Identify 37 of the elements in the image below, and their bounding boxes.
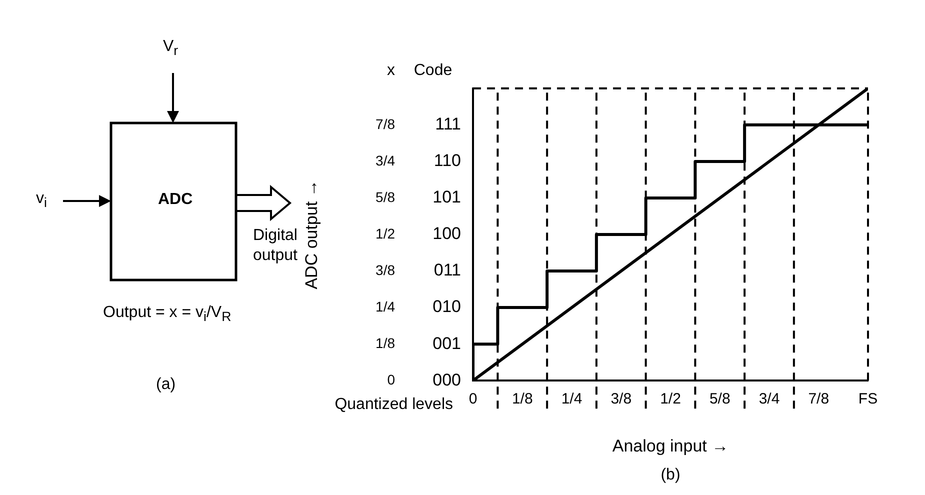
y-tick-label: 1/2 (376, 225, 396, 242)
x-axis-title: Analog input → (612, 436, 729, 456)
text: Output = x = v$_{i}$/V$_{R}$ (103, 304, 232, 324)
text: 000 (432, 370, 461, 390)
y-tick-label: 0 (387, 371, 396, 388)
x-tick-label: 1/8 (512, 390, 533, 408)
text: ADC (158, 191, 193, 209)
text: Code (414, 62, 452, 79)
text: V$_{r}$ (163, 38, 178, 58)
x-tick-label: 7/8 (808, 390, 830, 408)
y-tick-label: 3/8 (376, 262, 396, 278)
text: (b) (660, 466, 680, 484)
text: v$_{i}$ (36, 190, 47, 210)
x-tick-label: 3/8 (610, 390, 632, 408)
y-tick-label: 7/8 (376, 116, 396, 132)
x-tick-label: 0 (468, 390, 478, 408)
text: 110 (434, 151, 461, 170)
x-tick-label: FS (858, 390, 878, 408)
text: 010 (432, 297, 461, 316)
text: Digital output (253, 227, 298, 264)
text: 111 (435, 114, 461, 134)
text: 100 (432, 224, 461, 244)
text: 011 (434, 260, 461, 280)
text: Quantized levels (334, 396, 453, 414)
x-tick-label: 1/2 (660, 390, 681, 408)
y-tick-label: 1/8 (376, 334, 396, 351)
text: x (387, 62, 395, 79)
text: (a) (156, 376, 176, 394)
y-tick-label: 5/8 (376, 188, 396, 205)
text: 101 (432, 188, 461, 207)
x-tick-label: 1/4 (561, 390, 582, 408)
y-tick-label: 1/4 (376, 298, 396, 314)
y-axis-title: ADC output → (302, 180, 321, 290)
x-tick-label: 5/8 (709, 390, 730, 408)
x-tick-label: 3/4 (758, 390, 780, 408)
text: 001 (432, 334, 461, 353)
y-tick-label: 3/4 (376, 152, 396, 168)
